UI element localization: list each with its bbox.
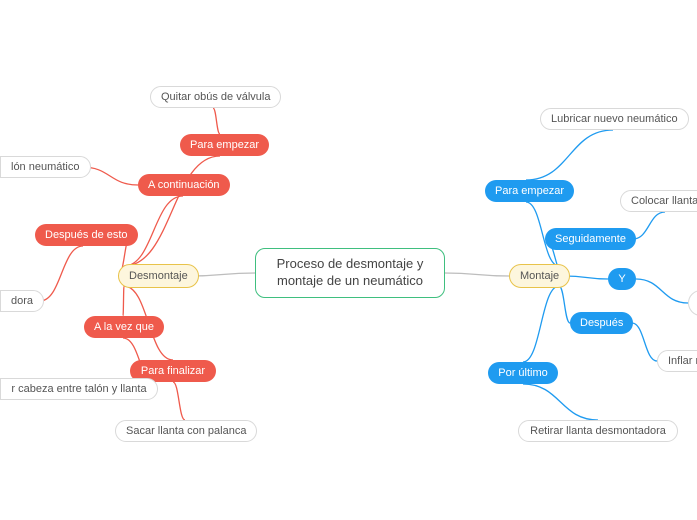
right-step-4: Después — [570, 312, 633, 334]
right-step-5: Por último — [488, 362, 558, 384]
left-step-4: A la vez que — [84, 316, 164, 338]
left-leaf-5: Sacar llanta con palanca — [115, 420, 257, 442]
left-step-2: A continuación — [138, 174, 230, 196]
left-leaf-1: Quitar obús de válvula — [150, 86, 281, 108]
left-leaf-2: lón neumático — [0, 156, 91, 178]
hub-desmontaje: Desmontaje — [118, 264, 199, 288]
right-step-1: Para empezar — [485, 180, 574, 202]
center-node: Proceso de desmontaje ymontaje de un neu… — [255, 248, 445, 298]
left-leaf-4: r cabeza entre talón y llanta — [0, 378, 158, 400]
right-leaf-4: Inflar n — [657, 350, 697, 372]
right-leaf-1: Lubricar nuevo neumático — [540, 108, 689, 130]
right-leaf-2: Colocar llanta d — [620, 190, 697, 212]
left-leaf-3: dora — [0, 290, 44, 312]
right-step-3: Y — [608, 268, 636, 290]
left-step-1: Para empezar — [180, 134, 269, 156]
right-leaf-3 — [688, 290, 697, 316]
right-leaf-5: Retirar llanta desmontadora — [518, 420, 678, 442]
right-step-2: Seguidamente — [545, 228, 636, 250]
left-step-3: Después de esto — [35, 224, 138, 246]
hub-montaje: Montaje — [509, 264, 570, 288]
